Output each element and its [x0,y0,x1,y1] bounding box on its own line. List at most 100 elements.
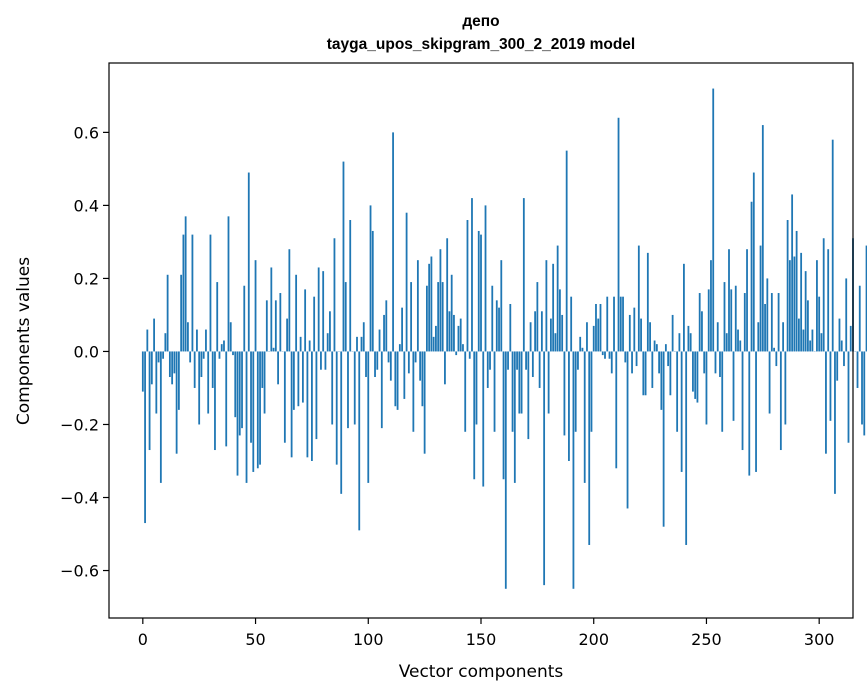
bar [816,260,818,352]
bar [597,318,600,352]
bar [804,271,807,352]
bar [825,351,827,454]
bar [549,318,552,352]
bar [171,351,174,385]
bar [768,351,771,414]
bar [748,351,751,476]
bar [256,351,259,469]
bar [311,351,313,461]
bar [473,351,476,480]
bar [644,351,647,396]
bar [211,351,214,388]
bar [308,340,311,352]
bar [265,300,268,352]
bar [223,340,225,352]
bar [243,285,246,352]
bar [259,351,261,465]
bar [540,311,543,352]
bar [489,351,491,370]
bar [229,322,232,352]
bar [734,285,737,352]
bar [843,351,845,367]
bar [529,322,532,352]
bar [692,351,694,392]
bar [502,351,505,480]
bar [214,351,216,451]
bar [234,351,237,418]
bar [660,351,663,410]
bar [586,322,588,352]
bar [159,351,162,483]
bar [342,161,345,352]
bar [220,344,223,352]
bar [414,351,417,363]
bar [520,351,523,414]
bar [793,256,796,352]
bar [777,293,780,352]
bar [164,333,167,352]
bar [561,314,564,352]
bar [784,351,787,425]
bar [800,252,803,352]
bar [547,351,550,414]
bar [238,351,241,436]
bar [444,351,446,385]
bar [446,238,449,352]
bar [513,351,516,483]
bar [428,263,431,352]
bar [315,351,318,440]
bar [141,351,144,392]
bar [687,325,690,352]
bar [263,351,266,414]
bar [577,351,579,370]
bar [362,322,365,352]
bar [619,296,622,352]
bar [306,351,309,458]
bar [581,347,584,352]
bar [504,351,507,589]
bar [840,340,843,352]
chart-title: депо [462,13,500,30]
y-tick-label: 0.4 [74,196,99,215]
bar [712,88,715,352]
x-tick-label: 300 [804,630,835,649]
bar [782,322,785,352]
bar [367,351,370,483]
bar [525,351,527,370]
bar [572,351,575,589]
bar [845,278,848,352]
bar [466,220,469,352]
bar [484,205,487,352]
bar [818,296,821,352]
y-tick-label: −0.6 [60,562,99,581]
bar [477,230,480,352]
x-tick-label: 150 [466,630,497,649]
bar [498,307,500,352]
bar [383,314,385,352]
bar [685,351,688,545]
bar [191,234,194,352]
bar [511,351,514,432]
bar [527,351,530,440]
bar [849,325,852,352]
bar [698,293,701,352]
bar [757,322,760,352]
bar [509,303,512,352]
bar [304,289,307,352]
bar [441,282,444,352]
bar [405,212,408,352]
bar [385,300,388,352]
bar [448,311,451,352]
bar [144,351,146,524]
bar [707,289,710,352]
bar [430,256,433,352]
bar [633,307,636,352]
bar [543,351,546,586]
bar [392,132,394,352]
bar [834,351,836,494]
bar [613,296,615,352]
bar [468,351,471,359]
y-tick-label: 0.2 [74,269,99,288]
bar [292,351,295,410]
bar [820,333,823,352]
